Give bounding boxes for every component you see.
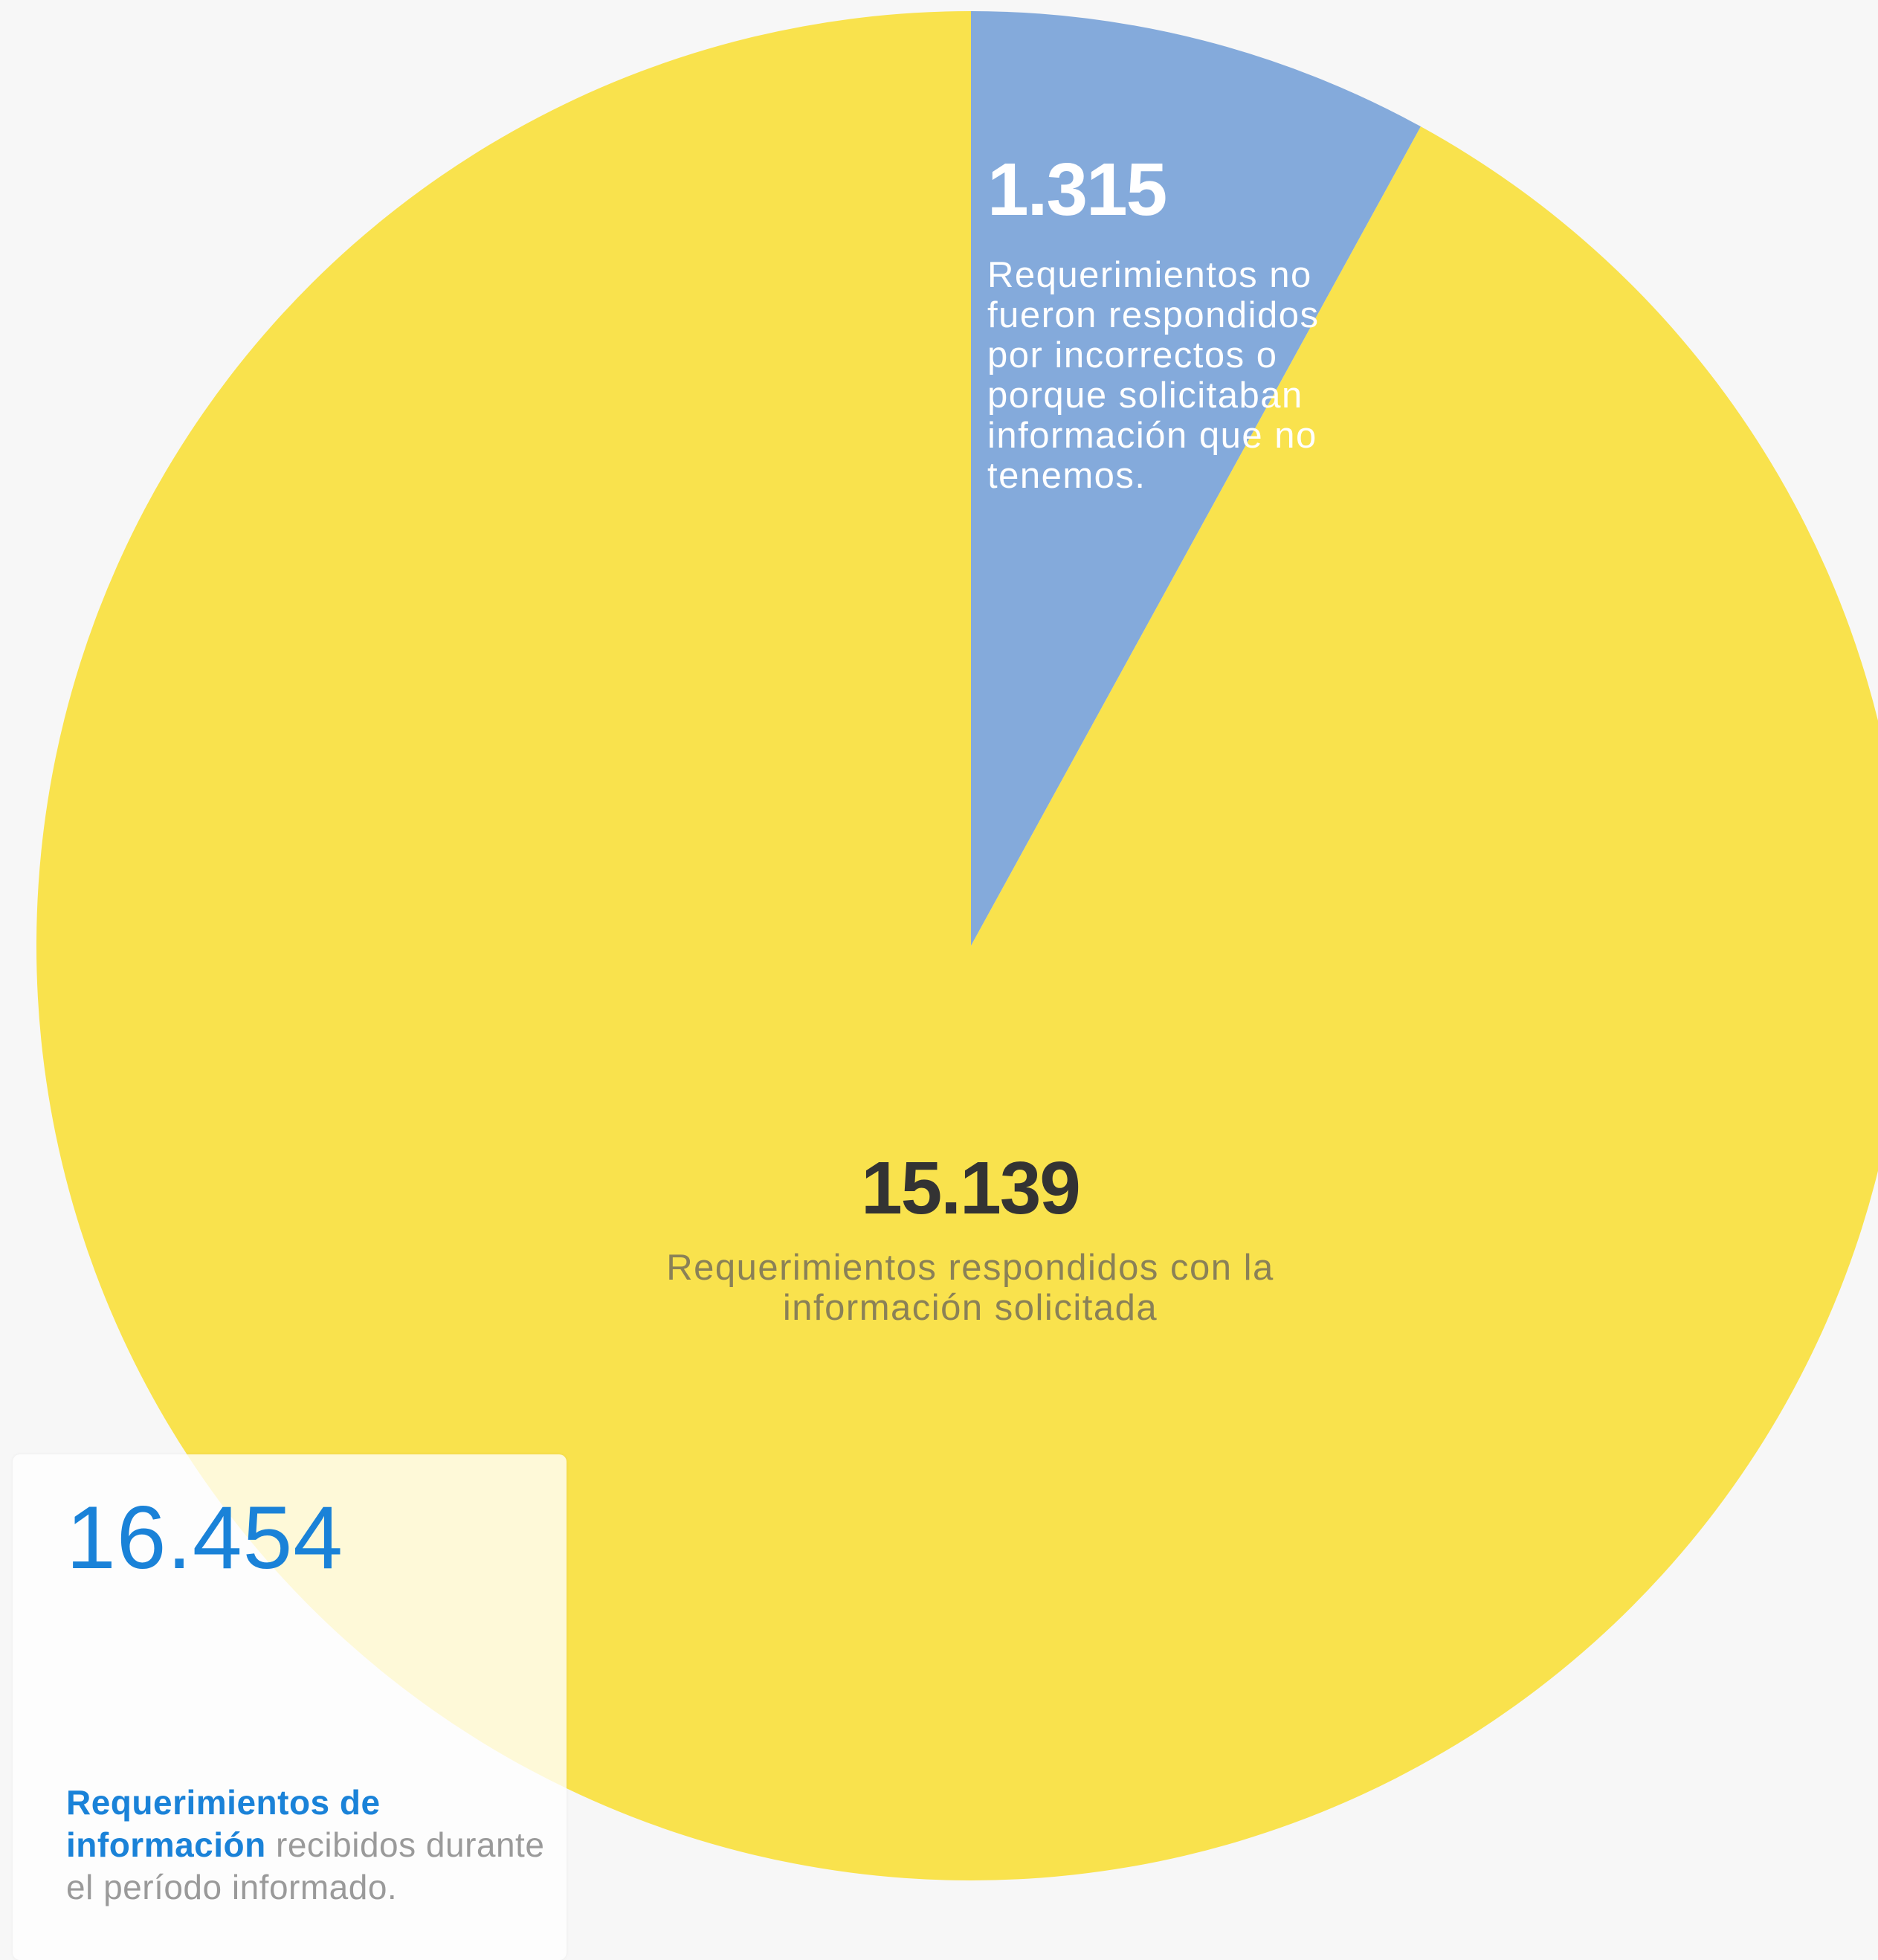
slice-label-respondidos: 15.139 Requerimientos respondidos con la…	[654, 1151, 1286, 1328]
slice-value-respondidos: 15.139	[861, 1147, 1081, 1230]
slice-desc-no-respondidos: Requerimientos no fueron respondidos por…	[987, 255, 1320, 496]
total-label-strong: Requerimientos de información	[66, 1783, 381, 1864]
pie-slice-no-respondidos	[971, 11, 1422, 946]
slice-desc-respondidos: Requerimientos respondidos con la inform…	[666, 1248, 1274, 1328]
total-card: 16.454 Requerimientos de información rec…	[13, 1454, 567, 1960]
total-value: 16.454	[66, 1488, 344, 1587]
slice-value-no-respondidos: 1.315	[987, 148, 1167, 231]
slice-label-no-respondidos: 1.315 Requerimientos no fueron respondid…	[987, 152, 1329, 496]
pie-slice-respondidos	[36, 11, 1878, 1880]
total-label-rest: recibidos durante el período informado.	[66, 1825, 545, 1906]
total-description: Requerimientos de información recibidos …	[66, 1782, 557, 1909]
